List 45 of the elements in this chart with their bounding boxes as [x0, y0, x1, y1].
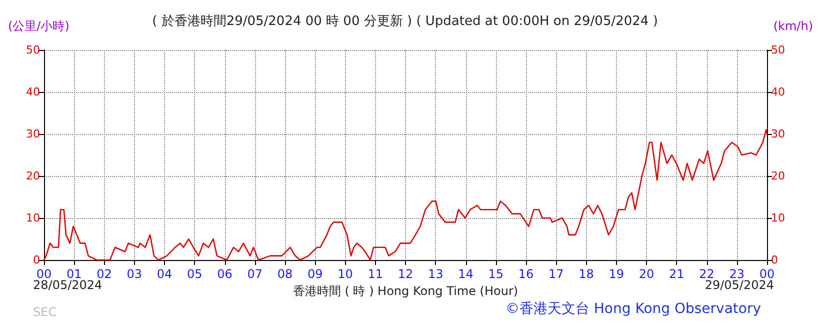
y-tick-label: 40 [26, 86, 40, 98]
x-tick-label: 10 [338, 267, 353, 281]
x-tick-label: 15 [488, 267, 504, 281]
y2-tick-label: 50 [771, 44, 785, 56]
x-tick-label: 05 [186, 267, 202, 281]
x-tick-label: 19 [608, 267, 624, 281]
text: ©香港天文台 Hong Kong Observatory [505, 301, 762, 317]
text: SEC [33, 305, 57, 319]
y2-tick-label: 10 [771, 212, 785, 224]
x-tick-label: 17 [548, 267, 564, 281]
x-tick-label: 14 [458, 267, 474, 281]
x-tick-label: 18 [578, 267, 594, 281]
x-tick-label: 00 [36, 267, 52, 281]
x-tick-label: 13 [428, 267, 444, 281]
y2-tick-label: 20 [771, 170, 785, 182]
text: 28/05/2024 [33, 278, 102, 292]
y2-tick-label: 30 [771, 128, 785, 140]
chart-title: ( 於香港時間29/05/2024 00 時 00 分更新 ) ( Updated at 00:00H on 29/05/2024 ) [152, 14, 658, 29]
y2-tick-label: 40 [771, 86, 785, 98]
x-tick-label: 22 [699, 267, 714, 281]
x-tick-label: 00 [759, 267, 775, 281]
x-tick-label: 03 [126, 267, 142, 281]
x-tick-label: 06 [217, 267, 232, 281]
x-tick-label: 09 [307, 267, 323, 281]
y2-tick-label: 0 [771, 254, 778, 266]
y-tick-label: 0 [33, 254, 40, 266]
y-tick-label: 50 [26, 44, 40, 56]
y2-axis-title: (km/h) [773, 19, 814, 33]
y-tick-label: 30 [26, 128, 40, 140]
x-tick-label: 20 [638, 267, 654, 281]
x-tick-label: 08 [277, 267, 293, 281]
y-axis-title: (公里/小時) [8, 19, 70, 33]
x-tick-label: 12 [398, 267, 414, 281]
x-tick-label: 02 [96, 267, 112, 281]
x-tick-label: 07 [247, 267, 263, 281]
x-tick-label: 11 [368, 267, 384, 281]
x-tick-label: 01 [66, 267, 82, 281]
y-tick-label: 20 [26, 170, 40, 182]
x-tick-label: 16 [518, 267, 534, 281]
y-tick-label: 10 [26, 212, 40, 224]
x-tick-label: 21 [668, 267, 684, 281]
x-tick-label: 04 [156, 267, 172, 281]
x-axis-title: 香港時間 ( 時 ) Hong Kong Time (Hour) [292, 284, 518, 298]
text: 29/05/2024 [704, 278, 774, 292]
x-tick-label: 23 [729, 267, 745, 281]
